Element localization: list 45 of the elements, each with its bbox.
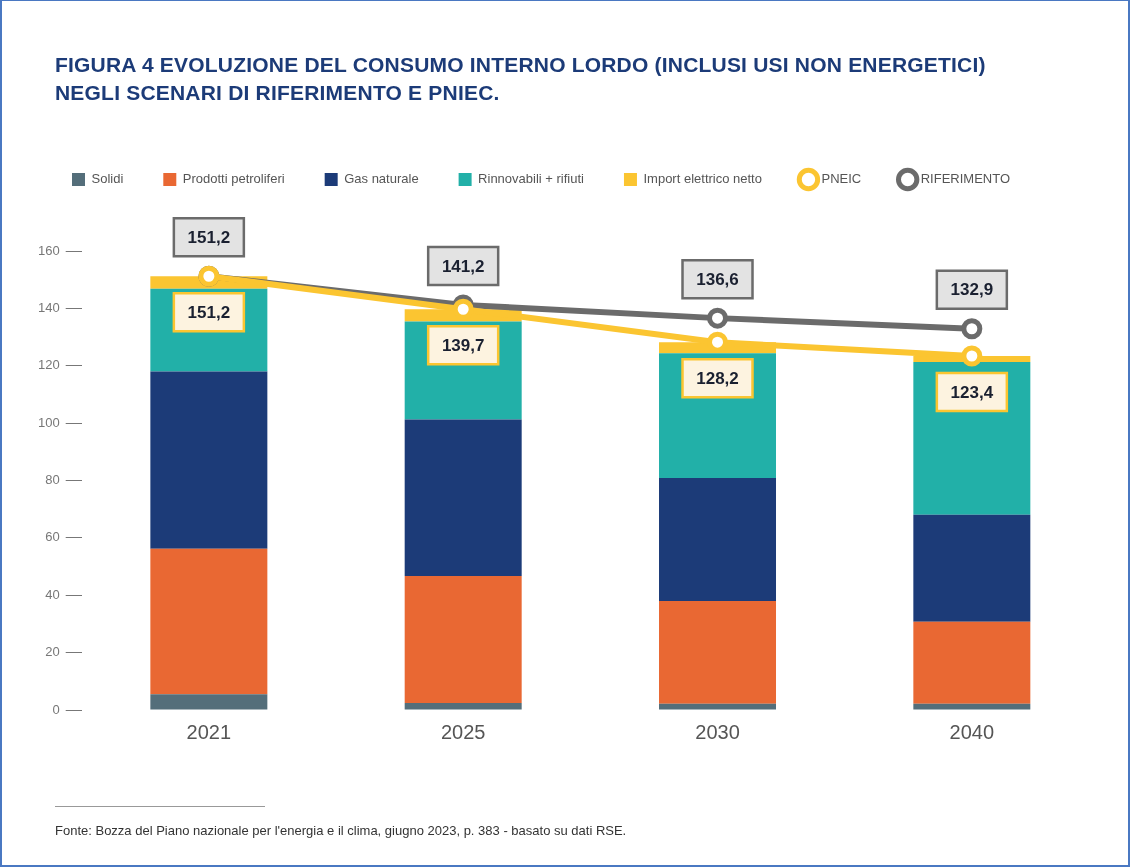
data-label: 139,7 [441, 335, 485, 355]
bar [150, 694, 268, 710]
point [961, 345, 983, 367]
data-label: 128,2 [696, 368, 739, 388]
legend-label: Solidi [91, 171, 124, 187]
y-tick-label: 120 [37, 357, 60, 373]
y-tick-label: 80 [45, 472, 60, 488]
data-label: 141,2 [441, 256, 485, 276]
y-tick-label: 100 [37, 414, 60, 430]
data-label: 132,9 [950, 280, 994, 300]
bar [659, 477, 776, 601]
legend-label: Rinnovabili + rifiuti [478, 171, 585, 187]
legend-label: Import elettrico netto [643, 171, 762, 187]
bar [404, 703, 522, 710]
bar [913, 621, 1031, 704]
legend-label: Prodotti petroliferi [182, 171, 285, 187]
y-tick-label: 20 [45, 644, 60, 660]
chart-title: FIGURA 4 EVOLUZIONE DEL CONSUMO INTERNO LORDO (INCLUSI USI NON ENERGETICI) NEGLI SCENARI DI RIFERIMENTO E PNIEC. [55, 52, 987, 106]
bar [404, 576, 522, 704]
x-tick-label: 2040 [949, 720, 995, 743]
point [707, 307, 729, 329]
x-tick-label: 2030 [695, 720, 740, 743]
bar [150, 548, 268, 695]
y-tick-label: 60 [45, 529, 60, 545]
y-tick-label: 40 [45, 586, 60, 602]
source-note: Fonte: Bozza del Piano nazionale per l'energia e il clima, giugno 2023, p. 383 - basato su dati RSE. [55, 823, 627, 838]
legend-label: Gas naturale [344, 171, 419, 187]
y-tick-label: 140 [37, 299, 60, 315]
y-tick-label: 160 [37, 242, 60, 258]
x-tick-label: 2025 [440, 720, 486, 743]
data-label: 151,2 [187, 227, 231, 247]
legend-label: RIFERIMENTO [920, 171, 1011, 187]
bar [150, 371, 268, 549]
bar [404, 419, 522, 577]
data-label: 136,6 [696, 269, 739, 289]
bar [659, 703, 776, 710]
legend-label: PNEIC [821, 171, 862, 187]
data-label: 151,2 [187, 302, 231, 322]
y-tick-label: 0 [52, 701, 60, 717]
bar [913, 703, 1031, 710]
data-label: 123,4 [950, 382, 994, 402]
point [961, 318, 983, 340]
bar [659, 600, 776, 704]
x-tick-label: 2021 [186, 720, 232, 743]
bar [913, 514, 1031, 622]
